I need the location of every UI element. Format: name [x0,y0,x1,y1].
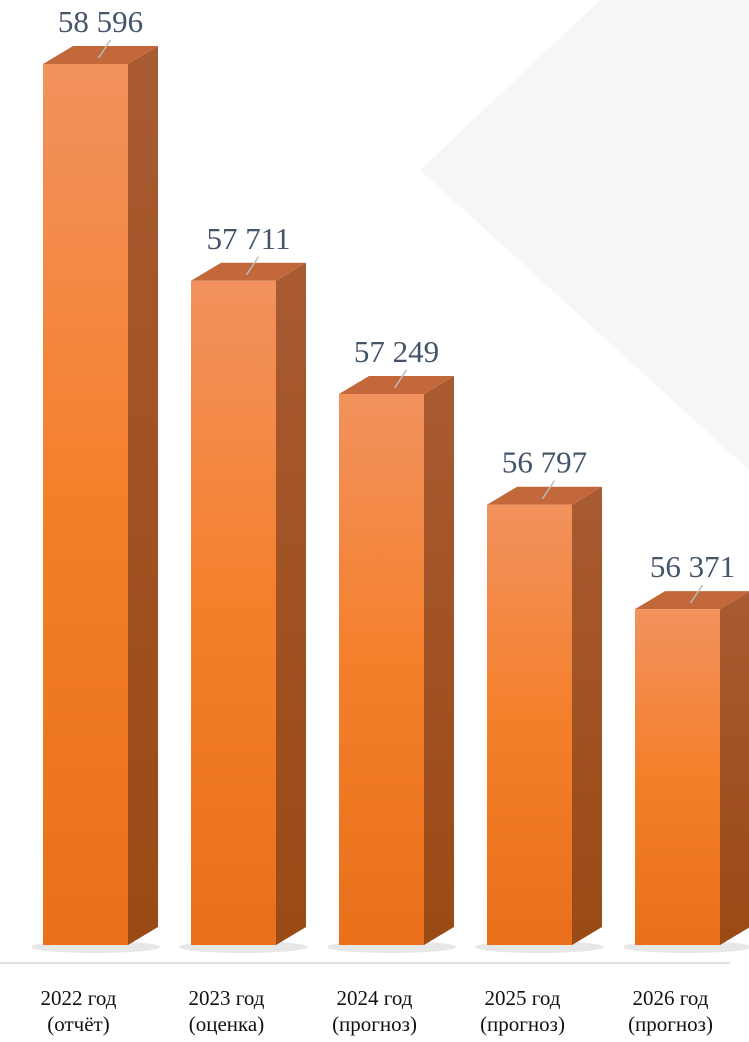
bar [43,63,128,946]
x-tick-label: 2023 год (оценка) [188,986,265,1036]
label-leader [97,39,112,59]
bar [339,393,424,945]
value-label: 57 711 [206,221,290,256]
bar [191,280,276,945]
x-tick-label: 2024 год (прогноз) [332,986,417,1036]
value-label: 58 596 [58,4,143,39]
x-tick-label: 2022 год (отчёт) [40,986,117,1036]
bar-side [572,486,602,945]
bar [487,504,572,945]
bar-side [720,591,749,945]
label-leader [689,584,704,604]
bar-side [128,45,158,946]
label-leader [393,369,408,389]
x-tick-label: 2026 год (прогноз) [628,986,713,1036]
x-tick-label: 2025 год (прогноз) [480,986,565,1036]
value-label: 56 371 [650,549,735,584]
value-label: 57 249 [354,334,439,369]
background-shape [420,0,749,470]
label-leader [541,480,556,500]
bar-side [276,262,306,945]
bar-side [424,375,454,945]
bar [635,609,720,945]
value-label: 56 797 [502,445,587,480]
label-leader [245,256,260,276]
